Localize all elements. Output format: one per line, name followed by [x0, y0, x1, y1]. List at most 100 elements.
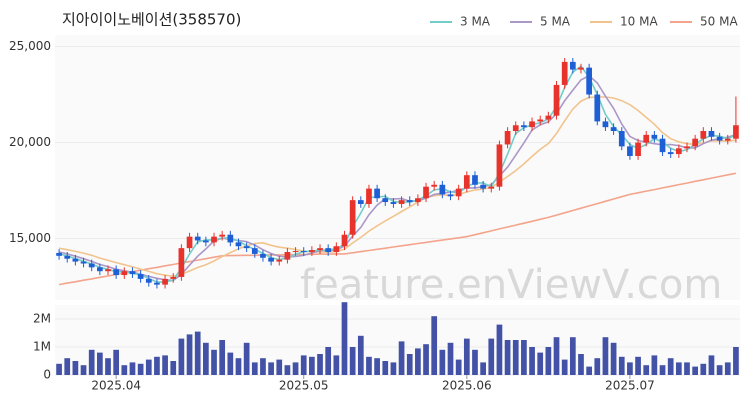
volume-bar — [398, 341, 405, 375]
volume-tick-label: 1M — [33, 340, 51, 354]
volume-bar — [635, 356, 641, 375]
x-tick-label: 2025.06 — [442, 379, 492, 393]
x-tick-label: 2025.07 — [605, 379, 655, 393]
candle-body — [512, 125, 519, 132]
volume-bar — [537, 352, 544, 375]
candle-body — [578, 67, 584, 70]
volume-bar — [480, 362, 486, 375]
price-panel — [55, 35, 740, 300]
candle-body — [439, 184, 446, 195]
candle-body — [235, 242, 242, 247]
candle-body — [496, 144, 503, 187]
candle-body — [635, 142, 641, 156]
volume-bar — [578, 354, 584, 375]
candle-body — [586, 67, 592, 95]
candle-body — [251, 248, 258, 254]
y-tick-label: 15,000 — [9, 231, 51, 245]
candle-body — [64, 255, 71, 259]
volume-bar — [300, 355, 307, 375]
candle-body — [447, 194, 454, 197]
volume-tick-label: 0 — [43, 368, 51, 382]
candle-body — [692, 138, 699, 147]
volume-bar — [268, 362, 274, 375]
volume-bar — [610, 342, 617, 375]
volume-bar — [561, 359, 568, 375]
volume-bar — [382, 361, 389, 375]
volume-bar — [553, 337, 560, 375]
x-tick-label: 2025.05 — [279, 379, 329, 393]
volume-bar — [154, 356, 160, 375]
volume-bar — [333, 355, 340, 375]
volume-bar — [716, 365, 723, 375]
candle-body — [333, 246, 340, 252]
legend-label: 5 MA — [540, 15, 571, 29]
candle-body — [675, 148, 682, 155]
volume-bar — [80, 365, 87, 375]
volume-bar — [366, 356, 372, 375]
candle-body — [137, 274, 144, 279]
candle-body — [415, 198, 421, 203]
volume-bar — [472, 349, 478, 375]
volume-bar — [309, 356, 315, 375]
candle-body — [211, 236, 217, 243]
candle-body — [194, 236, 201, 241]
volume-bar — [496, 324, 503, 375]
candle-body — [300, 251, 307, 253]
volume-bar — [137, 363, 144, 375]
volume-bar — [684, 362, 690, 375]
candle-body — [537, 119, 544, 122]
volume-bar — [415, 348, 421, 375]
candle-body — [569, 61, 576, 70]
volume-bar — [251, 362, 258, 375]
candle-body — [488, 186, 495, 189]
candle-body — [651, 134, 658, 139]
volume-bar — [488, 338, 495, 375]
volume-bar — [121, 365, 128, 375]
candle-body — [529, 121, 535, 128]
volume-bar — [145, 359, 152, 375]
volume-bar — [276, 359, 283, 375]
volume-bar — [667, 358, 674, 375]
candle-body — [553, 84, 560, 116]
volume-bar — [643, 365, 650, 375]
candle-body — [406, 200, 413, 203]
candle-body — [56, 252, 62, 256]
volume-bar — [325, 347, 332, 375]
candle-body — [472, 175, 478, 185]
candle-body — [121, 271, 128, 276]
volume-bar — [675, 362, 682, 375]
candle-body — [105, 269, 111, 272]
volume-bar — [349, 347, 356, 375]
candle-body — [80, 261, 87, 264]
volume-bar — [733, 347, 739, 375]
volume-bar — [651, 355, 658, 375]
volume-bar — [390, 362, 397, 375]
volume-bar — [105, 358, 111, 375]
candle-body — [170, 276, 177, 279]
candle-body — [561, 61, 568, 85]
candle-body — [309, 250, 315, 252]
volume-bar — [700, 363, 707, 375]
x-tick-label: 2025.04 — [91, 379, 141, 393]
ma-line — [58, 96, 736, 278]
volume-bar — [602, 337, 609, 375]
volume-bar — [659, 365, 666, 375]
candle-body — [684, 146, 690, 149]
candle-body — [463, 175, 470, 189]
y-tick-label: 25,000 — [9, 39, 51, 53]
volume-bar — [72, 361, 79, 375]
volume-bar — [455, 359, 462, 375]
candle-body — [724, 138, 731, 141]
volume-bar — [243, 342, 250, 375]
watermark: feature.enViewV.com — [300, 262, 722, 308]
volume-bar — [406, 354, 413, 375]
candle-body — [659, 138, 666, 153]
volume-bar — [219, 340, 226, 375]
volume-bar — [374, 358, 380, 375]
candle-body — [700, 131, 707, 139]
volume-bar — [463, 338, 470, 375]
candle-body — [113, 269, 120, 276]
candle-body — [186, 236, 193, 249]
candle-body — [162, 278, 168, 285]
